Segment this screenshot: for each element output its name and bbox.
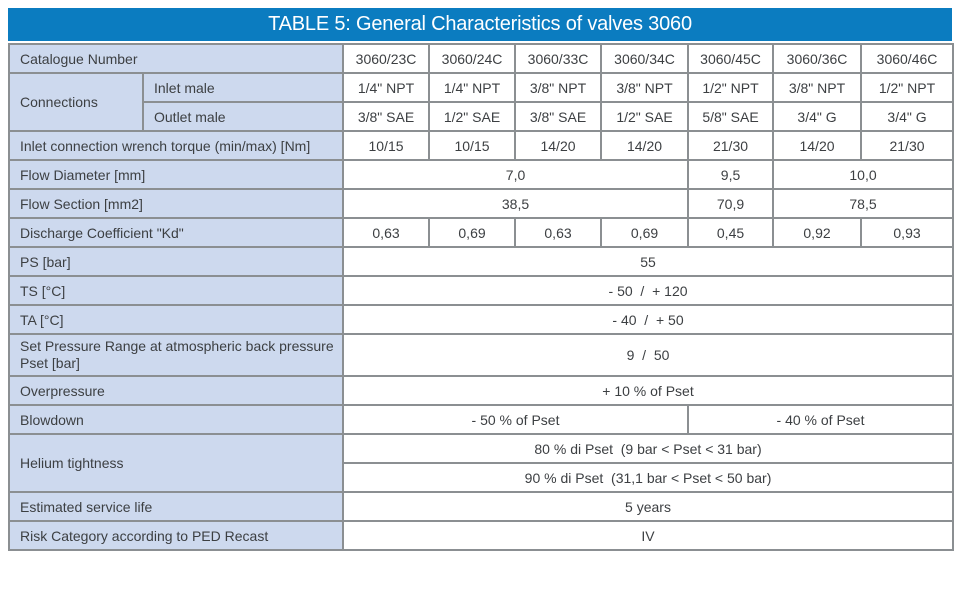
row-connections-inlet: Connections Inlet male 1/4" NPT 1/4" NPT… <box>8 72 955 132</box>
row-label-ps: PS [bar] <box>7 246 345 277</box>
value-cell: 0,69 <box>428 217 517 248</box>
value-cell: 1/4" NPT <box>342 72 431 103</box>
column-header: 3060/24C <box>428 43 517 74</box>
value-cell: 3/8" SAE <box>514 101 603 132</box>
value-cell: 0,69 <box>600 217 690 248</box>
row-service-life: Estimated service life 5 years <box>7 491 955 522</box>
row-catalogue-number: Catalogue Number 3060/23C 3060/24C 3060/… <box>7 43 955 74</box>
column-header: 3060/36C <box>772 43 863 74</box>
value-cell: 1/2" NPT <box>687 72 775 103</box>
value-cell: 1/2" SAE <box>600 101 690 132</box>
row-label-ts: TS [°C] <box>7 275 345 306</box>
row-ta: TA [°C] - 40 / + 50 <box>7 304 955 335</box>
value-cell: 10,0 <box>772 159 955 190</box>
value-cell: 21/30 <box>860 130 955 161</box>
row-label-blowdown: Blowdown <box>7 404 345 435</box>
value-cell: IV <box>342 520 955 551</box>
column-header: 3060/23C <box>342 43 431 74</box>
row-helium-tightness-2: 90 % di Pset (31,1 bar < Pset < 50 bar) <box>9 462 955 493</box>
row-label-catalogue-number: Catalogue Number <box>7 43 345 74</box>
value-cell: 10/15 <box>428 130 517 161</box>
value-cell: - 40 / + 50 <box>342 304 955 335</box>
row-flow-diameter: Flow Diameter [mm] 7,0 9,5 10,0 <box>7 159 955 190</box>
row-ps: PS [bar] 55 <box>7 246 955 277</box>
value-cell: 14/20 <box>514 130 603 161</box>
column-header: 3060/34C <box>600 43 690 74</box>
value-cell: 0,45 <box>687 217 775 248</box>
row-label-ta: TA [°C] <box>7 304 345 335</box>
row-label-inlet-male: Inlet male <box>141 72 345 103</box>
table-title-bar: TABLE 5: General Characteristics of valv… <box>8 8 952 41</box>
row-label-connections: Connections <box>8 72 144 132</box>
row-overpressure: Overpressure + 10 % of Pset <box>7 375 955 406</box>
row-risk-category: Risk Category according to PED Recast IV <box>7 520 955 551</box>
row-label-discharge-coefficient: Discharge Coefficient "Kd" <box>7 217 345 248</box>
value-cell: 1/2" SAE <box>428 101 517 132</box>
row-label-risk-category: Risk Category according to PED Recast <box>7 520 345 551</box>
value-cell: 0,93 <box>860 217 955 248</box>
value-cell: 3/8" SAE <box>342 101 431 132</box>
value-cell: 80 % di Pset (9 bar < Pset < 31 bar) <box>342 433 955 464</box>
value-cell: 3/8" NPT <box>772 72 863 103</box>
row-label-overpressure: Overpressure <box>7 375 345 406</box>
row-set-pressure-range: Set Pressure Range at atmospheric back p… <box>7 333 955 377</box>
value-cell: 9,5 <box>687 159 775 190</box>
row-label-set-pressure-range: Set Pressure Range at atmospheric back p… <box>7 333 345 377</box>
valve-characteristics-table: Catalogue Number 3060/23C 3060/24C 3060/… <box>7 43 955 551</box>
column-header: 3060/45C <box>687 43 775 74</box>
value-cell: 21/30 <box>687 130 775 161</box>
value-cell: - 50 / + 120 <box>342 275 955 306</box>
table-title: TABLE 5: General Characteristics of valv… <box>268 13 692 35</box>
value-cell: 9 / 50 <box>342 333 955 377</box>
value-cell: - 40 % of Pset <box>687 404 955 435</box>
value-cell: 0,63 <box>514 217 603 248</box>
row-ts: TS [°C] - 50 / + 120 <box>7 275 955 306</box>
value-cell: 1/2" NPT <box>860 72 955 103</box>
value-cell: 70,9 <box>687 188 775 219</box>
value-cell: - 50 % of Pset <box>342 404 690 435</box>
row-wrench-torque: Inlet connection wrench torque (min/max)… <box>7 130 955 161</box>
value-cell: 78,5 <box>772 188 955 219</box>
row-label-flow-diameter: Flow Diameter [mm] <box>7 159 345 190</box>
column-header: 3060/46C <box>860 43 955 74</box>
row-discharge-coefficient: Discharge Coefficient "Kd" 0,63 0,69 0,6… <box>7 217 955 248</box>
value-cell: 0,92 <box>772 217 863 248</box>
column-header: 3060/33C <box>514 43 603 74</box>
value-cell: 10/15 <box>342 130 431 161</box>
value-cell: 14/20 <box>600 130 690 161</box>
row-helium-tightness-1: Helium tightness 80 % di Pset (9 bar < P… <box>7 433 955 493</box>
value-cell: 55 <box>342 246 955 277</box>
value-cell: 90 % di Pset (31,1 bar < Pset < 50 bar) <box>342 462 955 493</box>
row-blowdown: Blowdown - 50 % of Pset - 40 % of Pset <box>7 404 955 435</box>
value-cell: 14/20 <box>772 130 863 161</box>
row-label-outlet-male: Outlet male <box>141 101 345 132</box>
row-connections-outlet: Outlet male 3/8" SAE 1/2" SAE 3/8" SAE 1… <box>9 101 955 132</box>
row-flow-section: Flow Section [mm2] 38,5 70,9 78,5 <box>7 188 955 219</box>
value-cell: 3/8" NPT <box>514 72 603 103</box>
row-label-wrench-torque: Inlet connection wrench torque (min/max)… <box>7 130 345 161</box>
value-cell: 3/8" NPT <box>600 72 690 103</box>
row-label-flow-section: Flow Section [mm2] <box>7 188 345 219</box>
value-cell: 1/4" NPT <box>428 72 517 103</box>
row-label-service-life: Estimated service life <box>7 491 345 522</box>
row-label-helium-tightness: Helium tightness <box>7 433 345 493</box>
value-cell: 38,5 <box>342 188 690 219</box>
value-cell: 0,63 <box>342 217 431 248</box>
value-cell: 3/4" G <box>860 101 955 132</box>
value-cell: 7,0 <box>342 159 690 190</box>
value-cell: 5 years <box>342 491 955 522</box>
value-cell: 5/8" SAE <box>687 101 775 132</box>
value-cell: 3/4" G <box>772 101 863 132</box>
value-cell: + 10 % of Pset <box>342 375 955 406</box>
